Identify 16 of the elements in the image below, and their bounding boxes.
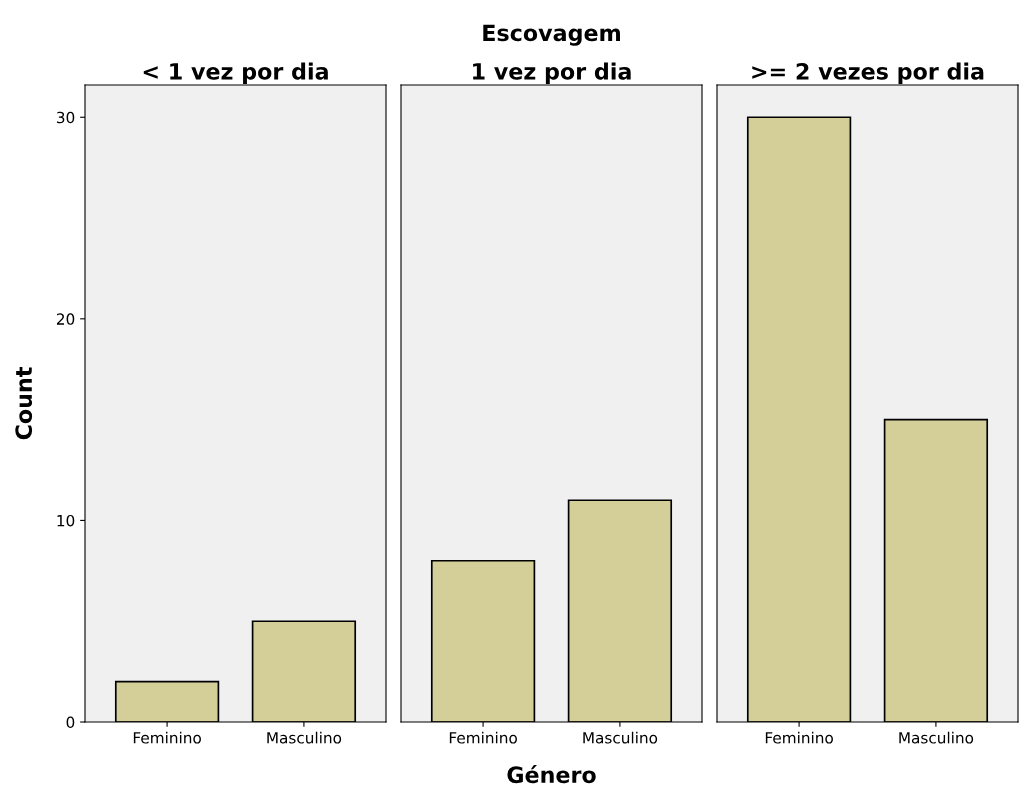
y-tick-label: 10 xyxy=(57,514,75,527)
chart-title: < 1 vez por dia xyxy=(143,62,328,85)
x-axis-title: Género xyxy=(507,765,596,784)
y-tick-label: 30 xyxy=(57,111,75,124)
x-tick-label: Masculino xyxy=(267,731,342,744)
y-axis-title: Count xyxy=(15,367,33,440)
x-tick-label: Masculino xyxy=(583,731,658,744)
y-tick-label: 20 xyxy=(56,313,75,325)
chart-title: 1 vez por dia xyxy=(473,62,631,85)
y-tick-label: 0 xyxy=(66,716,75,729)
x-tick-label: Masculino xyxy=(899,731,974,744)
text: Escovagem xyxy=(483,24,620,46)
x-tick-label: Feminino xyxy=(449,731,517,744)
x-tick-label: Feminino xyxy=(765,731,833,744)
x-tick-label: Feminino xyxy=(133,731,201,744)
chart-title: >= 2 vezes por dia xyxy=(752,62,984,85)
